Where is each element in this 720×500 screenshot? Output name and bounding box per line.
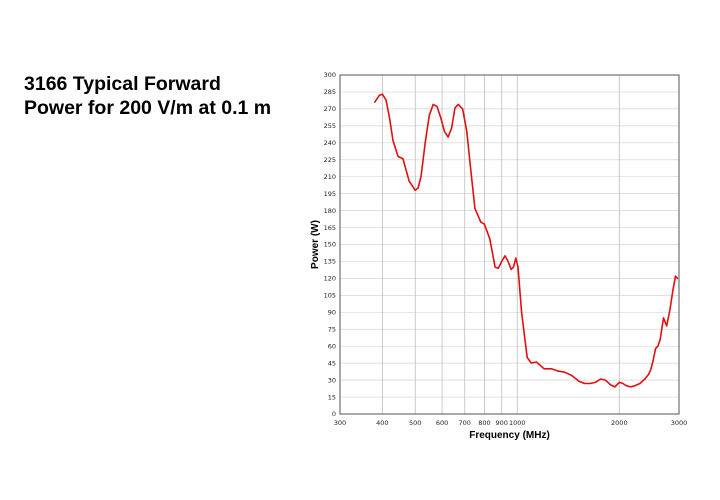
- y-tick-label: 255: [324, 122, 336, 130]
- x-tick-label: 400: [376, 419, 388, 427]
- y-tick-label: 270: [324, 105, 336, 113]
- y-axis-ticks: 0 15 30 45 60 75 90 105 120 135 150 165 180 195 210 225…: [324, 71, 336, 418]
- y-tick-label: 30: [328, 376, 336, 384]
- y-axis-title: Power (W): [310, 220, 321, 269]
- x-tick-label: 500: [409, 419, 421, 427]
- y-tick-label: 15: [328, 393, 336, 401]
- y-tick-label: 195: [324, 190, 336, 198]
- y-tick-label: 285: [324, 88, 336, 96]
- x-axis-title: Frequency (MHz): [469, 430, 550, 441]
- x-tick-label: 900: [496, 419, 508, 427]
- y-tick-label: 210: [324, 173, 336, 181]
- y-tick-label: 240: [324, 139, 336, 147]
- x-tick-label: 1000: [509, 419, 526, 427]
- y-tick-label: 120: [324, 275, 336, 283]
- y-tick-label: 135: [324, 258, 336, 266]
- y-tick-label: 150: [324, 241, 336, 249]
- y-tick-label: 75: [328, 325, 336, 333]
- y-tick-label: 180: [324, 207, 336, 215]
- series-line-power: [374, 93, 679, 388]
- y-tick-label: 225: [324, 156, 336, 164]
- x-axis-ticks: 300 400 500 600 700 800 900 1000 2000 3000: [334, 419, 687, 427]
- x-tick-label: 800: [478, 419, 490, 427]
- slide-title-line-1: 3166 Typical Forward: [24, 73, 221, 95]
- x-tick-label: 300: [334, 419, 346, 427]
- slide-title-line-2: Power for 200 V/m at 0.1 m: [24, 97, 272, 119]
- x-tick-label: 600: [436, 419, 448, 427]
- slide-title: 3166 Typical Forward Power for 200 V/m a…: [24, 72, 314, 120]
- y-tick-label: 60: [328, 342, 336, 350]
- x-tick-label: 2000: [611, 419, 628, 427]
- y-tick-label: 0: [332, 410, 336, 418]
- y-tick-label: 45: [328, 359, 336, 367]
- y-tick-label: 300: [324, 71, 336, 79]
- y-tick-label: 90: [328, 309, 336, 317]
- plot-frame: [339, 74, 680, 415]
- x-tick-label: 3000: [671, 419, 688, 427]
- x-tick-label: 700: [459, 419, 471, 427]
- y-tick-label: 105: [324, 292, 336, 300]
- y-tick-label: 165: [324, 224, 336, 232]
